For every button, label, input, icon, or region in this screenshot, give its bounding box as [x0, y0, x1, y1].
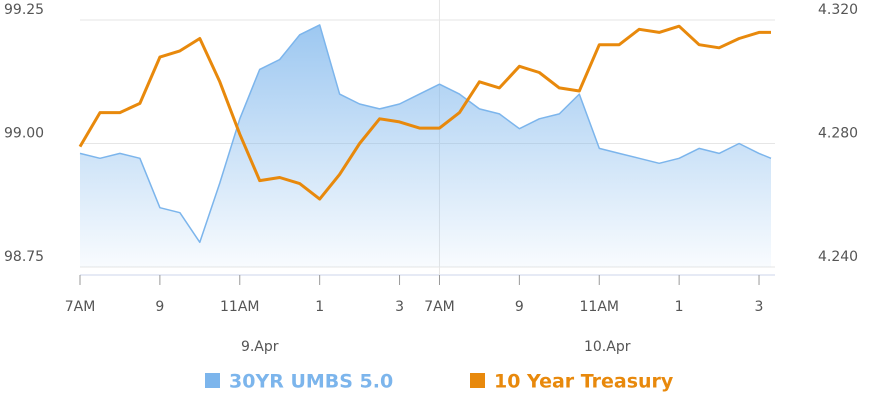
y2-tick-label: 4.240 [818, 249, 858, 265]
y-tick-label: 98.75 [4, 249, 44, 265]
x-tick-label: 3 [395, 299, 404, 315]
x-tick-label: 9 [155, 299, 164, 315]
legend-swatch [205, 373, 220, 388]
y-tick-label: 99.25 [4, 2, 44, 18]
x-tick-label: 1 [315, 299, 324, 315]
legend-swatch [470, 373, 485, 388]
day-label: 10.Apr [584, 339, 631, 355]
y-tick-label: 99.00 [4, 126, 44, 142]
series-line [78, 24, 771, 201]
legend-label: 30YR UMBS 5.0 [229, 371, 393, 393]
x-tick-label: 9 [515, 299, 524, 315]
day-label: 9.Apr [241, 339, 279, 355]
x-tick-label: 11AM [580, 299, 619, 315]
x-tick-label: 7AM [424, 299, 455, 315]
y2-tick-label: 4.280 [818, 126, 858, 142]
series-line [79, 24, 772, 244]
x-tick-label: 3 [755, 299, 764, 315]
legend-label: 10 Year Treasury [494, 371, 674, 393]
y2-tick-label: 4.320 [818, 2, 858, 18]
x-tick-label: 1 [675, 299, 684, 315]
x-tick-label: 7AM [65, 299, 96, 315]
area [80, 24, 772, 268]
x-tick-label: 11AM [220, 299, 259, 315]
